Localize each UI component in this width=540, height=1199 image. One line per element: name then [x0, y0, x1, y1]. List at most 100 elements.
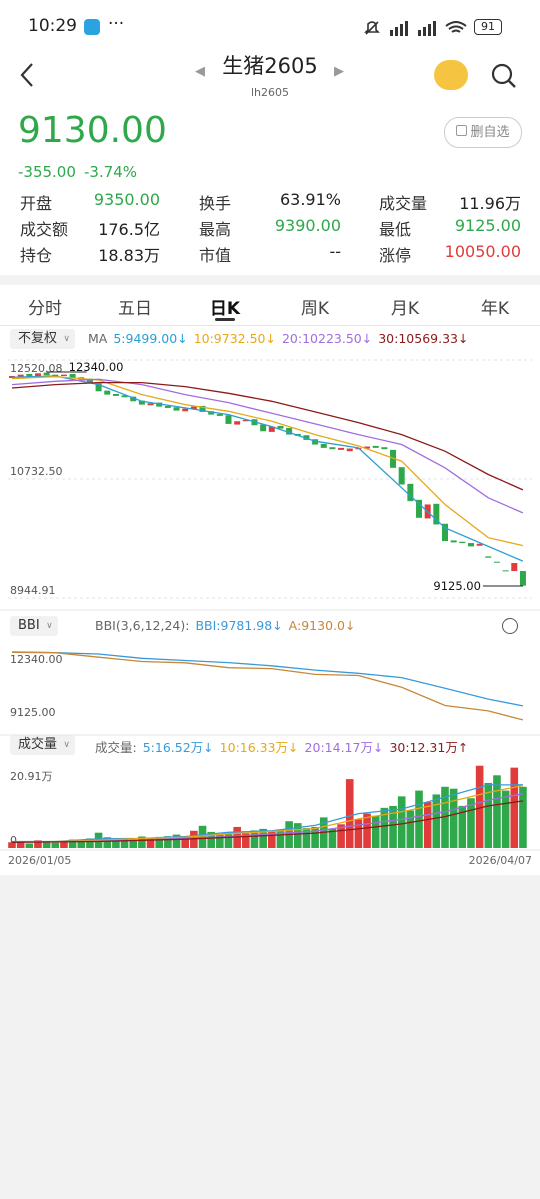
indicator-select[interactable]: 成交量 ∨ — [10, 735, 76, 755]
volume-bar — [337, 824, 345, 848]
candle-body — [312, 439, 319, 445]
candle-body — [519, 571, 526, 586]
volume-bar — [371, 815, 380, 848]
candle-body — [234, 421, 241, 425]
volume-bar — [242, 833, 250, 848]
status-time: 10:29 — [28, 16, 77, 36]
volume-bar — [68, 839, 77, 848]
legend-item: 10:9732.50↓ — [193, 331, 276, 346]
status-more: ··· — [108, 14, 125, 34]
volume-bar — [293, 823, 302, 848]
indicator-line — [11, 381, 524, 491]
indicator-line — [11, 378, 524, 514]
x-date-label: 2026/01/05 — [8, 854, 71, 867]
candle-body — [242, 419, 249, 422]
legend-item: 20:14.17万↓ — [304, 740, 384, 755]
dropdown-caret: ∨ — [63, 740, 71, 750]
price-change-pct: -3.74% — [84, 163, 138, 181]
minus-icon — [456, 125, 468, 136]
candle-body — [43, 372, 50, 376]
watch-button[interactable]: 删自选 — [444, 117, 522, 148]
stat-label: 持仓 — [20, 246, 53, 265]
candle-body — [60, 374, 67, 376]
period-tab[interactable]: 周K — [300, 299, 330, 319]
volume-bar — [493, 775, 501, 848]
settings-icon[interactable] — [502, 618, 518, 634]
candle-body — [416, 499, 423, 518]
period-tab[interactable]: 年K — [480, 299, 510, 319]
legend-item: BBI(3,6,12,24): — [95, 618, 190, 633]
legend-item: 成交量: — [95, 740, 137, 755]
volume-bar — [224, 832, 233, 848]
period-tab[interactable]: 月K — [390, 299, 420, 319]
stat-value: 11.96万 — [459, 194, 521, 213]
price-change: -355.00 — [18, 163, 76, 181]
volume-bar — [345, 779, 354, 848]
mascot-icon[interactable] — [434, 60, 468, 90]
candle-body — [286, 427, 293, 435]
volume-bar — [406, 810, 415, 848]
stat-label: 最低 — [379, 220, 412, 239]
candle-body — [104, 390, 111, 395]
candle-body — [26, 373, 33, 378]
candle-body — [442, 523, 448, 542]
period-tab[interactable]: 日K — [209, 299, 241, 319]
signal-icon-2 — [418, 21, 436, 36]
back-button[interactable] — [16, 60, 40, 90]
volume-bar — [51, 842, 60, 848]
stat-label: 换手 — [199, 194, 232, 213]
period-tab[interactable]: 五日 — [118, 299, 152, 319]
annotation-label: 9125.00 — [433, 579, 481, 593]
stat-value: 176.5亿 — [98, 220, 160, 239]
y-tick-label: 0 — [10, 834, 17, 847]
prev-contract[interactable]: ◀ — [195, 64, 205, 79]
period-tab[interactable]: 分时 — [28, 299, 62, 319]
legend-item: 30:10569.33↓ — [378, 331, 469, 346]
dropdown-caret: ∨ — [46, 621, 53, 631]
candle-body — [467, 543, 474, 547]
candle-body — [130, 396, 137, 402]
legend-item: 30:12.31万↑ — [389, 740, 469, 755]
active-tab-underline — [215, 318, 235, 321]
indicator-select-label: BBI — [18, 618, 40, 633]
search-button[interactable] — [489, 61, 519, 91]
stat-value: 10050.00 — [444, 242, 521, 261]
stat-value: 9125.00 — [454, 216, 521, 235]
next-contract[interactable]: ▶ — [334, 64, 344, 79]
indicator-line — [12, 784, 523, 843]
telegram-icon — [84, 19, 100, 35]
volume-bar — [60, 840, 68, 848]
volume-bar — [268, 831, 276, 848]
volume-bar — [86, 838, 94, 848]
candle-body — [459, 541, 466, 544]
candle-body — [329, 447, 336, 450]
candle-body — [156, 402, 163, 407]
stat-label: 最高 — [199, 220, 232, 239]
indicator-select[interactable]: BBI ∨ — [10, 616, 58, 636]
candle-body — [199, 405, 206, 412]
volume-bar — [129, 839, 138, 848]
contract-code: lh2605 — [250, 86, 290, 99]
indicator-select-label: 成交量 — [18, 737, 58, 752]
candle-body — [216, 413, 223, 416]
candle-body — [277, 425, 284, 429]
indicator-line — [11, 375, 524, 547]
indicator-line — [11, 800, 523, 843]
indicator-select[interactable]: 不复权 ∨ — [10, 329, 76, 349]
contract-title: 生猪2605 — [222, 54, 318, 78]
volume-bar — [172, 834, 181, 848]
volume-bar — [34, 840, 42, 848]
legend-item: MA — [88, 331, 108, 346]
stat-label: 涨停 — [379, 246, 412, 265]
candle-body — [398, 467, 405, 485]
indicator-line — [11, 651, 524, 707]
candle-body — [17, 374, 24, 377]
volume-bar — [216, 834, 224, 848]
candle-body — [190, 406, 197, 410]
volume-bar — [415, 790, 423, 848]
candle-body — [86, 378, 93, 383]
volume-bar — [77, 841, 86, 848]
volume-bar — [510, 767, 519, 848]
annotation-label: 12340.00 — [69, 360, 124, 374]
